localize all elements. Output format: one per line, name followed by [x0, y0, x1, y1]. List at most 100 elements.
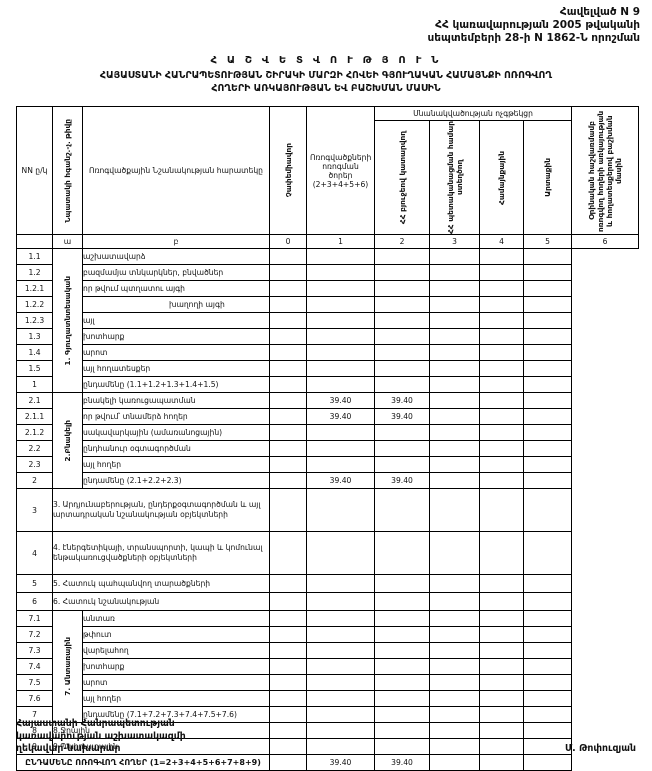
table-row: 2.1 2.Բնակելի բնակելի կառուցապատման 39.40 39…: [16, 392, 639, 489]
row-value-4: [479, 642, 524, 659]
table-row: 1.2.1 որ թվում պտղատու այգի: [16, 280, 639, 297]
row-value-2: [374, 574, 430, 593]
table-header-sub-row: ՀՀ բյուջեով կատարվող ՀՀ պետականացման համ…: [17, 120, 639, 235]
row-value-1: [306, 280, 375, 297]
row-number: 7.6: [16, 690, 53, 707]
row-value-4: [479, 658, 524, 675]
row-value-3: [429, 296, 480, 313]
row-label: ընդամենը (2.1+2.2+2.3): [82, 472, 270, 489]
row-value-0: [269, 296, 307, 313]
header-col3-label: ՀՀ պետականացման համար ստեղծող: [445, 121, 464, 234]
row-number: 2.3: [16, 456, 53, 473]
table-row: 6 6. Հատուկ նշանակության: [16, 592, 639, 611]
colnum-5: 5: [523, 234, 572, 249]
row-value-4: [479, 392, 524, 409]
row-value-2: [374, 248, 430, 265]
row-value-5: [523, 626, 572, 643]
row-value-2: [374, 312, 430, 329]
row-value-4: [479, 674, 524, 691]
row-label: թփուտ: [82, 626, 270, 643]
row-value-0: [269, 280, 307, 297]
row-label: վարելահող: [82, 642, 270, 659]
row-label: 3. Արդյունաբերության, ընդերքօգտագործման …: [52, 488, 270, 532]
header-description: Ոռոգվածքային Նշանակության հարատեկը: [82, 106, 270, 235]
row-value-1: [306, 531, 375, 575]
row-value-1: [306, 424, 375, 441]
decision-line-2: սեպտեմբերի 28-ի N 1862-Ն որոշման: [427, 32, 640, 44]
row-value-0: [269, 706, 307, 723]
table-row: 1.2 բազմամյա տնկարկներ, բնվածներ: [16, 264, 639, 281]
table-row: 1.5 այլ հողատեսքեր: [16, 360, 639, 377]
row-value-4: [479, 280, 524, 297]
row-value-4: [479, 440, 524, 457]
row-value-4: [479, 328, 524, 345]
row-label: բնակելի կառուցապատման: [82, 392, 270, 409]
row-value-5: [523, 312, 572, 329]
row-number: 2.1.1: [16, 408, 53, 425]
row-value-1: [306, 344, 375, 361]
row-value-5: [523, 376, 572, 393]
header-description-label: Ոռոգվածքային Նշանակության հարատեկը: [89, 166, 263, 175]
row-value-3: [429, 376, 480, 393]
row-value-1: 39.40: [306, 472, 375, 489]
row-value-2: [374, 440, 430, 457]
row-value-1: [306, 360, 375, 377]
row-value-0: [269, 674, 307, 691]
row-value-0: [269, 264, 307, 281]
row-group-g7: 7. Անտառային: [52, 610, 83, 723]
header-finance-group: Սնանակվածության ոչգթեկցր: [374, 106, 572, 121]
row-number: 1.2.3: [16, 312, 53, 329]
header-total-label: Ոռոգվածքների ոռոգման ծորեր (2+3+4+5+6): [310, 152, 372, 189]
row-value-0: [269, 642, 307, 659]
table-row: 7.6 այլ հողեր: [16, 690, 639, 707]
row-label: խոտհարք: [82, 658, 270, 675]
row-value-0: [269, 392, 307, 409]
row-value-2: [374, 531, 430, 575]
table-row: 2.1.1 որ թվում՝ տնամերձ հողեր 39.40 39.40: [16, 408, 639, 425]
row-number: 2.2: [16, 440, 53, 457]
row-value-2: [374, 328, 430, 345]
row-number: 1: [16, 376, 53, 393]
row-label: 4. էներգետիկայի, տրանսպորտի, կապի և կոմո…: [52, 531, 270, 575]
row-value-0: [269, 248, 307, 265]
colnum-0: [16, 234, 53, 249]
row-value-0: [269, 424, 307, 441]
row-value-2: 39.40: [374, 392, 430, 409]
table-row: 1.1 1. Գյուղատնտեսական աշխատավարձ: [16, 248, 639, 393]
row-value-2: 39.40: [374, 472, 430, 489]
row-group-label: 7. Անտառային: [63, 637, 72, 696]
row-value-5: [523, 296, 572, 313]
row-value-5: [523, 248, 572, 265]
row-number: 5: [16, 574, 53, 593]
row-value-1: [306, 296, 375, 313]
row-number: 4: [16, 531, 53, 575]
row-value-0: [269, 574, 307, 593]
row-value-1: [306, 674, 375, 691]
row-group-g2: 2.Բնակելի: [52, 392, 83, 489]
row-value-2: [374, 296, 430, 313]
row-value-1: [306, 248, 375, 265]
header-nn: NN ը/կ: [16, 106, 53, 235]
row-value-2: [374, 344, 430, 361]
row-value-2: [374, 610, 430, 627]
row-value-0: [269, 456, 307, 473]
footer-signature-block: Հայաստանի Հանրապետության կառավարության ա…: [16, 718, 186, 756]
row-value-3: [429, 626, 480, 643]
row-value-5: [523, 456, 572, 473]
header-units: Չափեմիավոր: [269, 106, 307, 235]
row-label: այլ հողեր: [82, 456, 270, 473]
row-value-3: [429, 280, 480, 297]
footer-line-2: կառավարության աշխատակազմի: [16, 730, 186, 742]
row-value-5: [523, 328, 572, 345]
header-col5: Արտաքին: [523, 120, 572, 235]
row-number: 1.1: [16, 248, 53, 265]
row-value-2: [374, 642, 430, 659]
row-group-label: 1. Գյուղատնտեսական: [63, 275, 72, 366]
row-value-2: [374, 456, 430, 473]
row-value-3: [429, 328, 480, 345]
row-value-3: [429, 424, 480, 441]
row-label: այլ: [82, 312, 270, 329]
row-label: սակավարկային (ամառանոցային): [82, 424, 270, 441]
table-row: 7.2 թփուտ: [16, 626, 639, 643]
total-row-value-1: 39.40: [306, 754, 375, 771]
